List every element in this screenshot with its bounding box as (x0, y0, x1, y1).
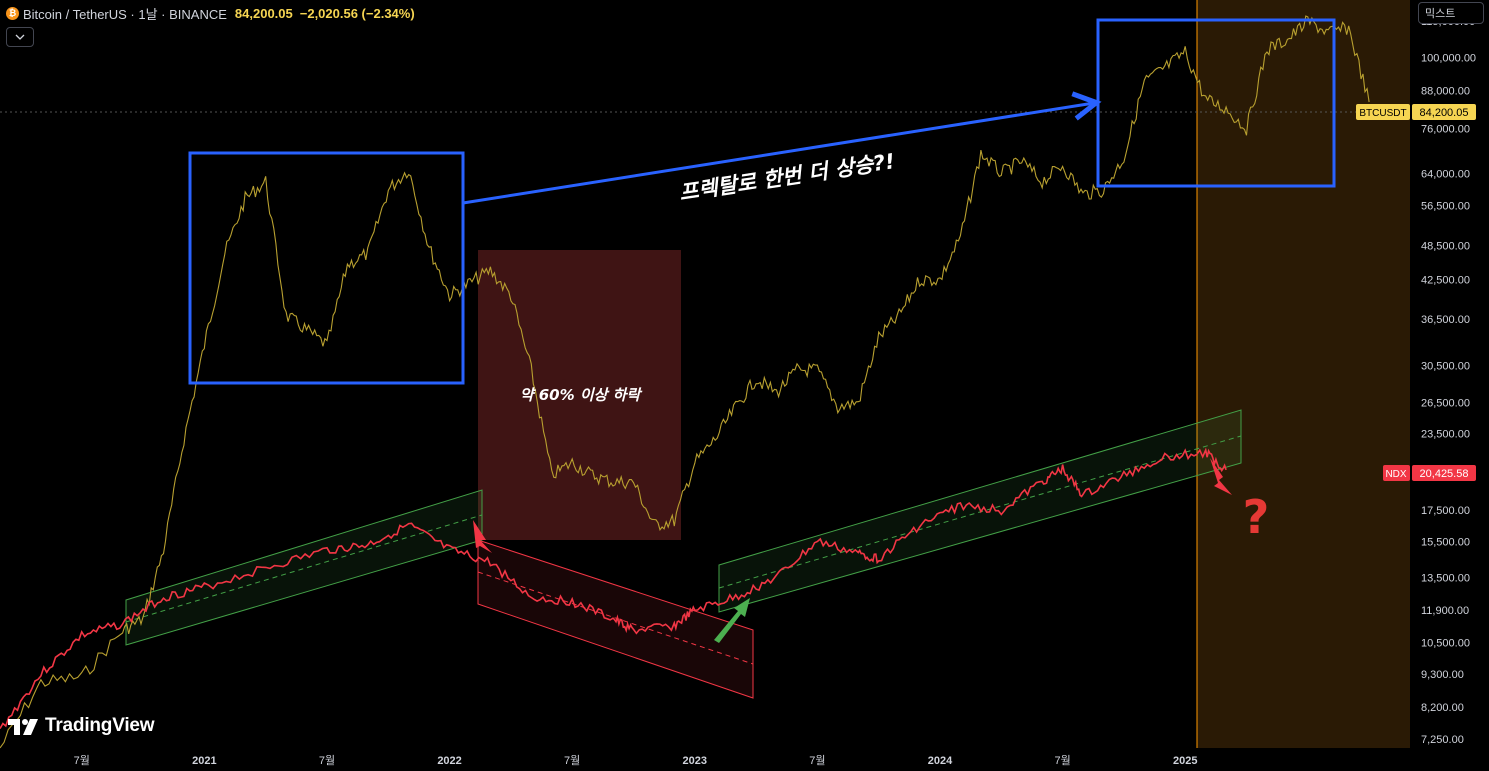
y-tick-label: 15,500.00 (1421, 537, 1470, 549)
ndx-series-line (0, 447, 1227, 729)
btc-price-label-text: BTCUSDT (1359, 108, 1406, 119)
time-axis[interactable]: 7월 2021 7월 2022 7월 2023 7월 2024 7월 2025 (74, 754, 1198, 767)
future-zone (1197, 0, 1410, 748)
price-change: −2,020.56 (−2.34%) (299, 5, 415, 21)
fractal-arrow (462, 103, 1094, 205)
y-tick-label: 100,000.00 (1421, 52, 1476, 64)
red-channel (477, 539, 754, 699)
drawdown-box (478, 250, 681, 540)
btc-series-line (0, 15, 1370, 749)
x-tick-label: 7월 (1054, 754, 1070, 767)
y-tick-label: 42,500.00 (1421, 275, 1470, 287)
green-channel-2-mid (718, 435, 1242, 589)
y-tick-label: 56,500.00 (1421, 201, 1470, 213)
y-tick-label: 9,300.00 (1421, 669, 1464, 681)
x-tick-label: 7월 (564, 754, 580, 767)
price-axis[interactable]: 115,000.00100,000.0088,000.0076,000.0064… (1421, 16, 1476, 746)
scale-mode-button[interactable]: 믹스트 (1418, 2, 1484, 24)
red-channel-mid (477, 571, 754, 665)
y-tick-label: 64,000.00 (1421, 168, 1470, 180)
x-tick-label: 2022 (437, 755, 461, 767)
x-tick-label: 7월 (319, 754, 335, 767)
ndx-price-label-value: 20,425.58 (1420, 468, 1469, 480)
x-tick-label: 2023 (683, 755, 707, 767)
x-tick-label: 2024 (928, 755, 953, 767)
ndx-price-label: NDX 20,425.58 (1383, 465, 1476, 481)
y-tick-label: 48,500.00 (1421, 240, 1470, 252)
y-tick-label: 36,500.00 (1421, 314, 1470, 326)
up-arrow-green (714, 598, 750, 643)
y-tick-label: 23,500.00 (1421, 428, 1470, 440)
green-channel-1-mid (125, 514, 483, 623)
x-tick-label: 2021 (192, 755, 216, 767)
y-tick-label: 76,000.00 (1421, 124, 1470, 136)
tradingview-icon (8, 719, 38, 735)
y-tick-label: 17,500.00 (1421, 505, 1470, 517)
last-price: 84,200.05 (234, 5, 293, 21)
btc-price-label: BTCUSDT 84,200.05 (1356, 104, 1476, 120)
y-tick-label: 8,200.00 (1421, 702, 1464, 714)
btc-price-label-value: 84,200.05 (1420, 107, 1469, 119)
green-channel-1 (125, 489, 483, 646)
symbol-title: Bitcoin / TetherUS · 1날 · BINANCE (23, 6, 227, 22)
y-tick-label: 11,900.00 (1421, 605, 1469, 617)
drawdown-annotation: 약 60% 이상 하락 (520, 386, 643, 404)
tradingview-wordmark: TradingView (45, 715, 155, 736)
fractal-annotation: 프렉탈로 한번 더 상승?! (678, 149, 897, 205)
x-tick-label: 2025 (1173, 755, 1197, 767)
y-tick-label: 30,500.00 (1421, 361, 1470, 373)
symbol-header[interactable]: ₿ Bitcoin / TetherUS · 1날 · BINANCE 84,2… (6, 4, 415, 22)
fractal-box-left (188, 151, 465, 385)
bitcoin-icon: ₿ (6, 6, 19, 20)
legend-collapse-button[interactable] (6, 27, 34, 47)
down-arrow-red-2 (1210, 458, 1232, 495)
chevron-down-icon (15, 34, 25, 40)
y-tick-label: 7,250.00 (1421, 734, 1464, 746)
tradingview-logo[interactable]: TradingView (8, 715, 155, 737)
y-tick-label: 88,000.00 (1421, 86, 1470, 98)
x-tick-label: 7월 (74, 754, 90, 767)
x-tick-label: 7월 (809, 754, 825, 767)
y-tick-label: 13,500.00 (1421, 572, 1470, 584)
y-tick-label: 26,500.00 (1421, 397, 1470, 409)
y-tick-label: 10,500.00 (1421, 638, 1470, 650)
ndx-price-label-text: NDX (1385, 469, 1406, 480)
down-arrow-red-1 (473, 520, 492, 553)
question-annotation: ? (1243, 490, 1270, 544)
